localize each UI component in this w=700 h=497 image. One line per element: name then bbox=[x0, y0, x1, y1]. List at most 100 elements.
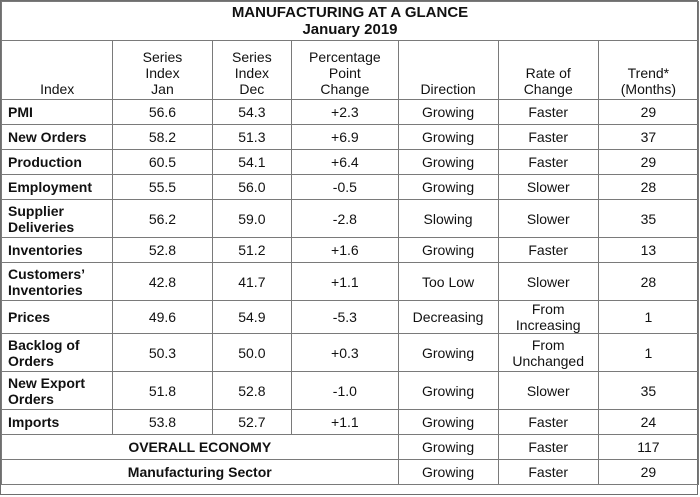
summary-direction-cell: Growing bbox=[397, 434, 499, 460]
header-dec-line: Series bbox=[232, 49, 272, 65]
rate-cell-line: Slower bbox=[526, 382, 570, 399]
direction-cell: Growing bbox=[397, 409, 499, 435]
summary-label: Manufacturing Sector bbox=[1, 459, 399, 485]
header-rate: Rate of Change bbox=[497, 40, 599, 100]
index-cell: Supplier Deliveries bbox=[0, 199, 114, 238]
dec-cell: 41.7 bbox=[211, 262, 293, 301]
index-cell-line: PMI bbox=[8, 104, 33, 120]
table-row: Inventories 52.8 51.2 +1.6 Growing Faster 13 bbox=[0, 237, 700, 263]
table-row: PMI 56.6 54.3 +2.3 Growing Faster 29 bbox=[0, 99, 700, 125]
rate-cell-line: Slower bbox=[526, 210, 570, 227]
summary-label: OVERALL ECONOMY bbox=[1, 434, 399, 460]
dec-cell: 56.0 bbox=[211, 174, 293, 200]
change-cell: +2.3 bbox=[291, 99, 399, 125]
rate-cell-line: From bbox=[531, 301, 565, 317]
dec-cell: 52.8 bbox=[211, 371, 293, 410]
table-row: Supplier Deliveries 56.2 59.0 -2.8 Slowing Slo… bbox=[0, 199, 700, 238]
rate-cell: Slower bbox=[497, 262, 599, 301]
header-dec-line: Index bbox=[234, 65, 269, 81]
header-jan-line: Jan bbox=[151, 81, 174, 97]
header-trend-line: (Months) bbox=[620, 81, 676, 97]
index-cell-line: Inventories bbox=[8, 281, 83, 298]
direction-cell: Growing bbox=[397, 174, 499, 200]
trend-cell: 35 bbox=[597, 199, 700, 238]
header-jan-line: Series bbox=[142, 49, 183, 65]
rate-cell: Slower bbox=[497, 174, 599, 200]
index-cell-line: Orders bbox=[8, 352, 54, 369]
direction-cell: Growing bbox=[397, 371, 499, 410]
header-index: Index bbox=[0, 40, 114, 100]
rate-cell: Slower bbox=[497, 371, 599, 410]
direction-cell: Slowing bbox=[397, 199, 499, 238]
change-cell: +0.3 bbox=[291, 333, 399, 372]
index-cell-line: Prices bbox=[8, 309, 51, 325]
rate-cell-line: From bbox=[531, 336, 565, 353]
table-subtitle: January 2019 bbox=[302, 21, 398, 38]
dec-cell: 51.2 bbox=[211, 237, 293, 263]
trend-cell: 1 bbox=[597, 333, 700, 372]
rate-cell: From Unchanged bbox=[497, 333, 599, 372]
dec-cell: 50.0 bbox=[211, 333, 293, 372]
direction-cell: Growing bbox=[397, 99, 499, 125]
change-cell: -5.3 bbox=[291, 300, 399, 334]
rate-cell-line: Faster bbox=[528, 129, 569, 145]
rate-cell: Faster bbox=[497, 124, 599, 150]
header-jan: Series Index Jan bbox=[112, 40, 213, 100]
index-cell-line: Customers’ bbox=[8, 265, 86, 282]
index-cell: Customers’ Inventories bbox=[0, 262, 114, 301]
change-cell: -0.5 bbox=[291, 174, 399, 200]
header-direction: Direction bbox=[397, 40, 499, 100]
rate-cell-line: Faster bbox=[528, 154, 569, 170]
header-jan-line: Index bbox=[145, 65, 180, 81]
change-cell: -1.0 bbox=[291, 371, 399, 410]
summary-row: OVERALL ECONOMY Growing Faster 117 bbox=[1, 434, 700, 460]
jan-cell: 60.5 bbox=[112, 149, 213, 175]
change-cell: -2.8 bbox=[291, 199, 399, 238]
table-row: Production 60.5 54.1 +6.4 Growing Faster 29 bbox=[0, 149, 700, 175]
index-cell-line: Production bbox=[8, 154, 82, 170]
direction-cell: Too Low bbox=[397, 262, 499, 301]
direction-cell: Growing bbox=[397, 124, 499, 150]
jan-cell: 51.8 bbox=[112, 371, 213, 410]
rate-cell-line: Faster bbox=[528, 414, 569, 430]
index-cell: New Orders bbox=[0, 124, 114, 150]
index-cell: Inventories bbox=[0, 237, 114, 263]
direction-cell: Growing bbox=[397, 333, 499, 372]
jan-cell: 42.8 bbox=[112, 262, 213, 301]
summary-trend-cell: 29 bbox=[597, 459, 700, 485]
table-row: New Export Orders 51.8 52.8 -1.0 Growing Slowe… bbox=[0, 371, 700, 410]
summary-rate-cell: Faster bbox=[497, 434, 599, 460]
index-cell: PMI bbox=[0, 99, 114, 125]
header-change-line: Change bbox=[320, 81, 370, 97]
jan-cell: 49.6 bbox=[112, 300, 213, 334]
rate-cell-line: Increasing bbox=[515, 317, 581, 333]
index-cell-line: Backlog of bbox=[8, 336, 80, 353]
change-cell: +6.4 bbox=[291, 149, 399, 175]
change-cell: +1.1 bbox=[291, 262, 399, 301]
summary-trend-cell: 117 bbox=[597, 434, 700, 460]
trend-cell: 1 bbox=[597, 300, 700, 334]
table-row: Customers’ Inventories 42.8 41.7 +1.1 Too Low… bbox=[0, 262, 700, 301]
header-change-line: Point bbox=[328, 65, 361, 81]
index-cell: Production bbox=[0, 149, 114, 175]
rate-cell: Faster bbox=[497, 149, 599, 175]
rate-cell: Faster bbox=[497, 237, 599, 263]
rate-cell-line: Slower bbox=[526, 179, 570, 195]
jan-cell: 55.5 bbox=[112, 174, 213, 200]
dec-cell: 54.1 bbox=[211, 149, 293, 175]
header-trend: Trend* (Months) bbox=[597, 40, 700, 100]
rate-cell-line: Faster bbox=[528, 104, 569, 120]
table-row: Employment 55.5 56.0 -0.5 Growing Slower 28 bbox=[0, 174, 700, 200]
jan-cell: 52.8 bbox=[112, 237, 213, 263]
change-cell: +1.6 bbox=[291, 237, 399, 263]
direction-cell: Decreasing bbox=[397, 300, 499, 334]
trend-cell: 37 bbox=[597, 124, 700, 150]
summary-direction-cell: Growing bbox=[397, 459, 499, 485]
index-cell-line: New Export bbox=[8, 374, 86, 391]
table-row: Backlog of Orders 50.3 50.0 +0.3 Growing From U… bbox=[0, 333, 700, 372]
change-cell: +1.1 bbox=[291, 409, 399, 435]
table-body: PMI 56.6 54.3 +2.3 Growing Faster 29 New Orders… bbox=[0, 99, 700, 435]
change-cell: +6.9 bbox=[291, 124, 399, 150]
table-row: New Orders 58.2 51.3 +6.9 Growing Faster 37 bbox=[0, 124, 700, 150]
dec-cell: 51.3 bbox=[211, 124, 293, 150]
